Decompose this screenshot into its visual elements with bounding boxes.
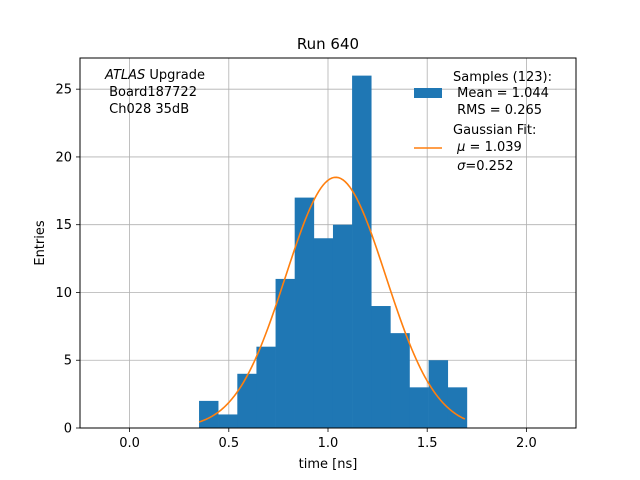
axis-ticks: 0.0 0.5 1.0 1.5 2.0 0 5 10 15 20 25 (55, 83, 536, 451)
histogram-bar (237, 373, 257, 428)
histogram-bar (256, 346, 276, 428)
atlas-annotation: ATLAS Upgrade Board187722 Ch028 35dB (104, 68, 205, 117)
y-axis-label: Entries (33, 220, 48, 266)
chart-title: Run 640 (297, 35, 359, 53)
annotation-channel: Ch028 35dB (105, 102, 189, 117)
x-tick-label: 1.5 (417, 436, 438, 451)
legend-fit-mu-value: = 1.039 (465, 140, 521, 155)
histogram-bar (294, 197, 315, 428)
y-tick-label: 20 (55, 150, 72, 165)
histogram-bars (199, 75, 468, 428)
histogram-bar (390, 333, 410, 428)
histogram-bar (352, 75, 372, 428)
x-tick-label: 1.0 (318, 436, 339, 451)
annotation-board: Board187722 (105, 85, 197, 100)
histogram-bar (332, 224, 353, 428)
histogram-bar (409, 387, 429, 428)
legend-samples-label: Samples (123): (453, 70, 552, 85)
y-tick-label: 5 (64, 354, 72, 369)
annotation-line-1: ATLAS Upgrade (104, 68, 205, 83)
legend-fit-sigma-value: =0.252 (465, 159, 513, 174)
y-tick-label: 0 (64, 422, 72, 437)
legend-fit-sigma: σ=0.252 (453, 159, 514, 174)
gaussian-fit-layer (198, 176, 466, 423)
histogram-bar (428, 360, 449, 428)
legend-samples-patch (414, 88, 442, 98)
histogram-bar (199, 400, 219, 428)
y-tick-label: 10 (55, 286, 72, 301)
annotation-upgrade: Upgrade (145, 68, 205, 83)
legend: Samples (123): Mean = 1.044 RMS = 0.265 … (414, 70, 552, 174)
y-tick-label: 15 (55, 218, 72, 233)
legend-fit-label: Gaussian Fit: (453, 123, 536, 138)
histogram-bar (313, 238, 334, 428)
x-tick-label: 0.0 (119, 436, 140, 451)
legend-fit-sigma-symbol: σ (457, 159, 466, 174)
gaussian-fit-curve (198, 176, 466, 423)
y-tick-label: 25 (55, 83, 72, 98)
histogram-bar (447, 387, 468, 428)
annotation-atlas: ATLAS (104, 68, 145, 83)
legend-fit-mu-symbol: μ (456, 140, 465, 155)
x-tick-label: 2.0 (516, 436, 537, 451)
x-axis-label: time [ns] (299, 457, 358, 472)
histogram-bar (371, 306, 391, 428)
histogram-bar (275, 278, 295, 428)
legend-samples-rms: RMS = 0.265 (453, 103, 542, 118)
x-tick-label: 0.5 (218, 436, 239, 451)
histogram-bar (218, 414, 238, 428)
legend-samples-mean: Mean = 1.044 (453, 86, 549, 101)
legend-fit-mu: μ = 1.039 (453, 140, 522, 155)
